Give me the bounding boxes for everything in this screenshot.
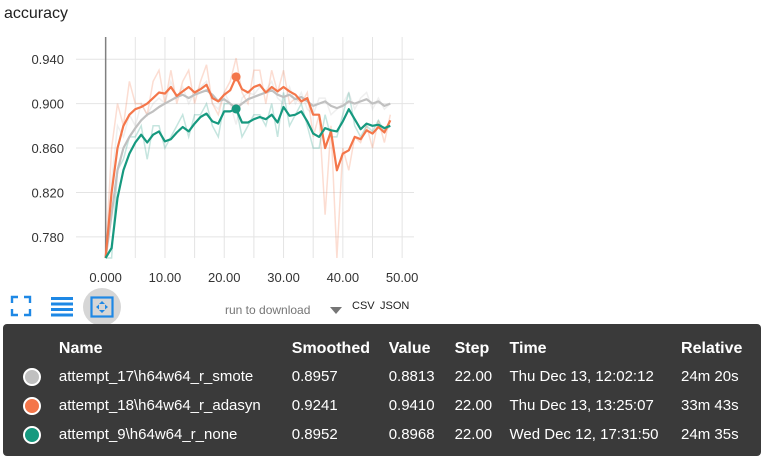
run-name: attempt_17\h64w64_r_smote [58,368,254,385]
time-header: Time [509,340,547,357]
tooltip-row: attempt_17\h64w64_r_smote 0.8957 0.8813 … [3,362,761,391]
y-tick-label: 0.900 [31,97,64,112]
accuracy-chart[interactable]: 0.940 0.900 0.860 0.820 0.780 0.000 10.00 20.00… [0,0,762,290]
csv-download-link[interactable]: CSV [352,300,375,312]
x-tick-label: 10.00 [149,270,182,285]
run-color-swatch [23,396,41,415]
step-value: 22.00 [454,368,493,385]
y-tick-label: 0.860 [31,141,64,156]
run-download-placeholder: run to download [225,303,311,317]
run-color-swatch [23,425,41,444]
chart-axes: 0.940 0.900 0.860 0.820 0.780 0.000 10.00 20.00… [31,37,418,285]
tooltip-row: attempt_9\h64w64_r_none 0.8952 0.8968 22… [3,420,761,449]
time-value: Thu Dec 13, 12:02:12 [509,368,654,385]
x-tick-label: 20.00 [208,270,241,285]
y-tick-label: 0.940 [31,52,64,67]
run-name: attempt_18\h64w64_r_adasyn [58,397,261,414]
tooltip-table: Name Smoothed Value Step Time Relative a… [3,336,761,449]
raw-value: 0.8813 [388,368,435,385]
x-tick-label: 0.000 [89,270,122,285]
chart-grid [76,37,414,258]
smoothed-line-smote [104,89,391,259]
hover-point-adasyn [231,72,241,82]
relative-value: 33m 43s [681,397,739,414]
x-tick-label: 50.00 [386,270,419,285]
tooltip-header-row: Name Smoothed Value Step Time Relative [3,336,761,362]
fit-domain-icon[interactable] [83,288,121,326]
raw-line-adasyn [104,57,392,259]
smoothed-line-none [104,105,391,259]
smoothed-header: Smoothed [291,340,370,357]
step-value: 22.00 [454,426,493,443]
smoothed-value: 0.8957 [291,368,338,385]
raw-value: 0.9410 [388,397,435,414]
hover-markers [231,72,241,114]
tooltip-row: attempt_18\h64w64_r_adasyn 0.9241 0.9410… [3,391,761,420]
raw-line-none [105,92,391,259]
raw-value: 0.8968 [388,426,435,443]
swatch-header [3,336,59,362]
tooltip-panel: Name Smoothed Value Step Time Relative a… [3,324,761,456]
smoothed-value: 0.8952 [291,426,338,443]
name-header: Name [58,340,103,357]
smoothed-value: 0.9241 [291,397,338,414]
triangle-down-icon [330,307,342,314]
relative-value: 24m 35s [681,426,739,443]
card-title: accuracy [4,5,69,22]
y-tick-label: 0.820 [31,185,64,200]
run-name: attempt_9\h64w64_r_none [58,426,238,443]
raw-series-layer [104,57,392,259]
relative-value: 24m 20s [681,368,739,385]
run-color-swatch [23,367,41,386]
x-tick-label: 30.00 [267,270,300,285]
time-value: Thu Dec 13, 13:25:07 [509,397,654,414]
hover-point-none [231,104,241,114]
time-value: Wed Dec 12, 17:31:50 [509,426,659,443]
x-tick-label: 40.00 [327,270,360,285]
json-download-link[interactable]: JSON [380,300,410,312]
run-download-select[interactable]: run to download [224,298,348,327]
step-value: 22.00 [454,397,493,414]
y-tick-label: 0.780 [31,230,64,245]
smoothed-line-adasyn [104,75,392,259]
relative-header: Relative [681,340,743,357]
smoothed-series-layer [104,75,392,259]
list-lines-icon[interactable] [50,295,74,317]
step-header: Step [454,340,490,357]
fullscreen-corners-icon[interactable] [10,295,32,317]
value-header: Value [388,340,431,357]
